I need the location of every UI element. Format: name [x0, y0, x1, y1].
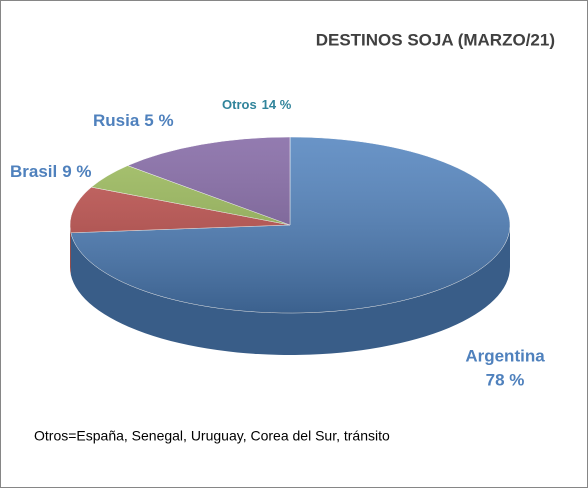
slice-label: Argentina: [465, 346, 545, 365]
chart-title: DESTINOS SOJA (MARZO/21): [316, 30, 555, 49]
value-label: 5 %: [144, 111, 173, 130]
slice-side: [70, 225, 511, 355]
footnote: Otros=España, Senegal, Uruguay, Corea de…: [34, 428, 390, 444]
value-label: 9 %: [62, 162, 91, 181]
category-label: Brasil: [10, 162, 57, 181]
value-label: 78 %: [486, 370, 525, 389]
category-label: Otros: [222, 97, 257, 112]
slice-label: Brasil 9 %: [10, 162, 92, 181]
value-label: 14 %: [262, 97, 292, 112]
category-label: Rusia: [93, 111, 140, 130]
slice-label: Otros 14 %: [222, 97, 292, 112]
slice-label: Rusia 5 %: [93, 111, 174, 130]
